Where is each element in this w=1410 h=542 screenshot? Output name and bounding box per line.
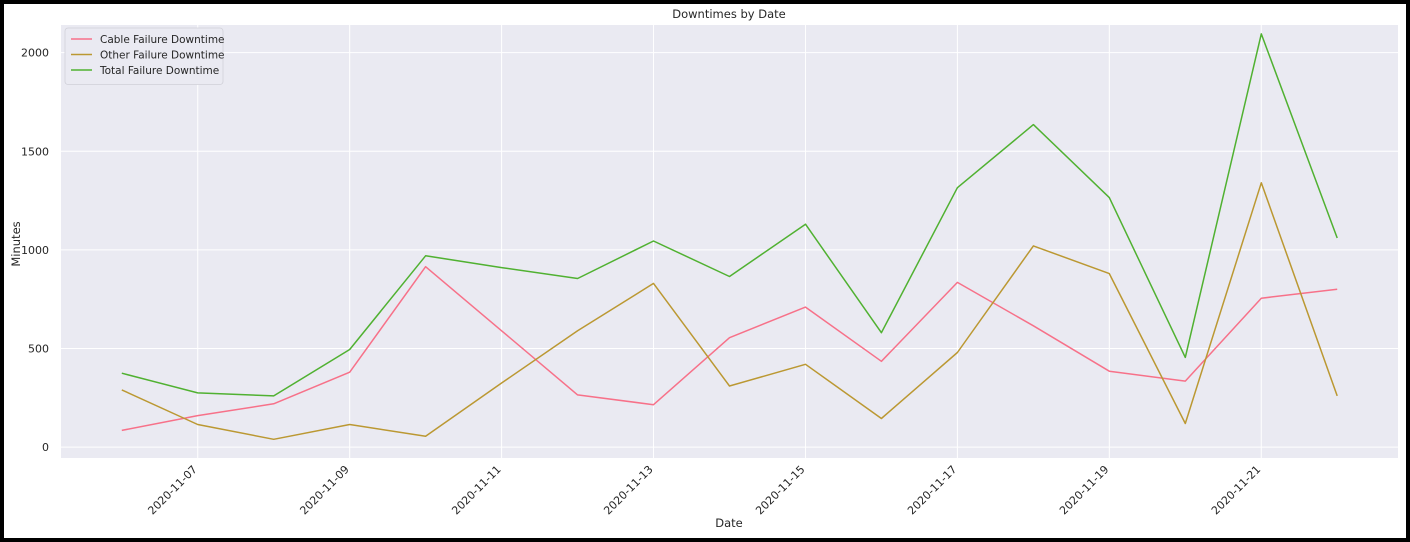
x-tick-label: 2020-11-13 bbox=[601, 463, 655, 517]
series-lines bbox=[121, 33, 1338, 441]
x-axis-ticks: 2020-11-07 2020-11-09 2020-11-11 2020-11-13… bbox=[145, 463, 1263, 517]
figure: 0 500 1000 1500 2000 2020-11-07 2020-11-09 202… bbox=[4, 4, 1406, 538]
y-axis-ticks: 0 500 1000 1500 2000 bbox=[21, 47, 49, 455]
y-tick-label: 2000 bbox=[21, 47, 49, 60]
x-tick-label: 2020-11-11 bbox=[449, 463, 503, 517]
legend-box bbox=[64, 27, 224, 85]
x-tick-label: 2020-11-21 bbox=[1209, 463, 1263, 517]
legend: Cable Failure Downtime Other Failure Down… bbox=[64, 27, 225, 85]
x-tick-label: 2020-11-09 bbox=[297, 463, 351, 517]
x-tick-label: 2020-11-19 bbox=[1057, 463, 1111, 517]
x-tick-label: 2020-11-15 bbox=[753, 463, 807, 517]
chart-title: Downtimes by Date bbox=[672, 7, 785, 21]
y-axis-label: Minutes bbox=[9, 221, 23, 266]
y-tick-label: 1500 bbox=[21, 145, 49, 158]
x-tick-label: 2020-11-17 bbox=[905, 463, 959, 517]
legend-label: Other Failure Downtime bbox=[100, 50, 225, 62]
legend-label: Cable Failure Downtime bbox=[100, 34, 225, 46]
series-line-other-failure-downtime bbox=[121, 182, 1338, 441]
y-tick-label: 0 bbox=[42, 441, 49, 454]
x-axis-label: Date bbox=[715, 516, 743, 530]
x-tick-label: 2020-11-07 bbox=[145, 463, 199, 517]
grid-lines bbox=[61, 25, 1398, 458]
plot-area bbox=[61, 25, 1398, 458]
y-tick-label: 1000 bbox=[21, 244, 49, 257]
series-line-cable-failure-downtime bbox=[121, 265, 1338, 432]
series-line-total-failure-downtime bbox=[121, 33, 1338, 397]
y-tick-label: 500 bbox=[28, 343, 49, 356]
legend-label: Total Failure Downtime bbox=[99, 65, 219, 77]
